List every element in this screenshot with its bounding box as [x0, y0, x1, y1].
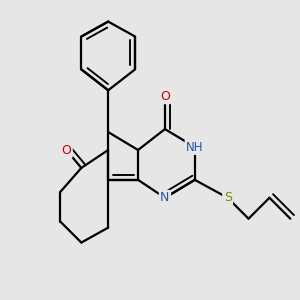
Text: O: O	[160, 90, 170, 103]
Text: S: S	[224, 191, 232, 204]
Text: NH: NH	[186, 140, 203, 154]
Text: O: O	[61, 143, 71, 157]
Text: N: N	[160, 191, 170, 204]
